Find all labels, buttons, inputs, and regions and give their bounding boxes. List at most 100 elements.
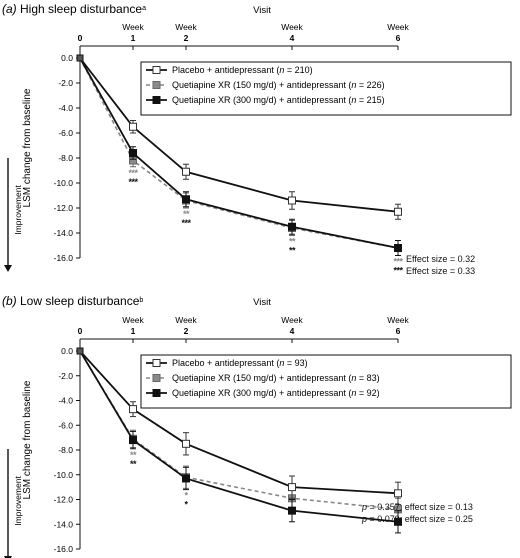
significance-stars-300mg: *** [181,218,191,228]
significance-stars-150mg: ** [183,209,190,219]
data-point [394,489,402,498]
legend-box [140,354,512,409]
data-point [288,506,296,515]
data-point [182,167,190,176]
legend-entry: Quetiapine XR (150 mg/d) + antidepressan… [172,80,385,90]
effect-size-text: Effect size = 0.32 [406,254,475,264]
y-tick-label: -8.0 [58,153,73,163]
legend-entry: Quetiapine XR (300 mg/d) + antidepressan… [172,95,385,105]
data-point [394,517,402,526]
y-axis-label: LSM change from baseline [22,380,33,499]
top-tick-number-label: 2 [184,33,189,43]
effect-size-label: p = 0.357; effect size = 0.13 [361,502,473,512]
improvement-label: Improvement [13,476,23,526]
data-point [394,244,402,252]
legend-entry-n-symbol: n [279,65,284,75]
effect-size-text: p [361,514,367,524]
top-tick-week-label: Week [122,22,144,32]
top-tick-week-label: Week [281,315,303,325]
legend-entry-n-symbol: n [351,95,356,105]
legend-entry-n-symbol: n [351,80,356,90]
top-tick-week-label: Week [387,22,409,32]
y-axis-label: LSM change from baseline [22,88,33,207]
legend-entry-n-value: = 226) [356,80,384,90]
effect-size-text: = 0.357; effect size = 0.13 [367,502,473,512]
legend-entry: Placebo + antidepressant (n = 93) [172,358,308,368]
legend-entry-name: Placebo + antidepressant ( [172,65,279,75]
legend-swatch-marker [152,96,161,104]
legend-entry-n-value: = 83) [356,373,379,383]
y-tick-label: -4.0 [58,103,73,113]
legend-entry-n-value: = 92) [356,388,379,398]
data-point [129,436,137,445]
data-point [182,439,190,448]
y-tick-label: -2.0 [58,371,73,381]
legend-entry-name: Quetiapine XR (150 mg/d) + antidepressan… [172,80,351,90]
legend-box [140,61,512,116]
legend: Placebo + antidepressant (n = 93) Quetiap… [140,354,512,409]
panel-label: (b) [2,294,20,308]
legend-entry-n-value: = 215) [356,95,384,105]
data-point [394,207,402,216]
y-tick-label: -12.0 [54,203,74,213]
origin-point [76,347,84,355]
improvement-label: Improvement [13,185,23,235]
visit-axis-label: Visit [253,297,271,308]
panel-title: (b) Low sleep disturbanceb [2,294,143,308]
legend-swatch-marker [152,66,161,74]
data-point [182,195,190,204]
y-tick-label: -14.0 [54,228,74,238]
visit-axis-label: Visit [253,5,271,16]
legend-entry-n-value: = 93) [284,358,307,368]
significance-stars-300mg: ** [130,459,137,469]
legend-entry-n-symbol: n [351,388,356,398]
panel-title-superscript: a [142,5,146,12]
significance-stars-300mg: * [184,500,188,510]
top-tick-week-label: Week [175,22,197,32]
legend-entry-n-symbol: n [351,373,356,383]
series-solid-open [79,57,402,220]
effect-size-label: Effect size = 0.33 [406,266,475,276]
significance-stars-300mg: ** [289,246,296,256]
series-solid-filled [79,350,402,534]
top-tick-number-label: 4 [290,33,295,43]
data-point [129,405,137,414]
top-tick-week-label: Week [122,315,144,325]
series-solid-open [79,350,402,505]
data-point [288,222,296,231]
y-tick-label: -16.0 [54,544,74,554]
effect-size-label: p = 0.079; effect size = 0.25 [361,514,473,524]
top-tick-number-label: 2 [184,326,189,336]
y-tick-label: -12.0 [54,495,74,505]
top-tick-number-label: 6 [396,326,401,336]
effect-size-label: Effect size = 0.32 [406,254,475,264]
top-tick-number-label: 6 [396,33,401,43]
improvement-arrow-head [4,265,12,272]
legend-swatch-marker [152,81,161,89]
chart-panel-a: (a) High sleep disturbancea Visit0Week1We… [2,2,512,276]
significance-stars-150mg: *** [393,257,403,267]
panel-label: (a) [2,2,20,16]
y-tick-label: -10.0 [54,178,74,188]
significance-stars-300mg: *** [128,177,138,187]
top-tick-week-label: Week [281,22,303,32]
y-tick-label: -16.0 [54,253,74,263]
y-tick-label: -8.0 [58,445,73,455]
chart-panel-b: (b) Low sleep disturbanceb Visit0Week1Wee… [2,294,512,558]
legend-entry: Quetiapine XR (300 mg/d) + antidepressan… [172,388,380,398]
data-point [182,474,190,483]
effect-size-text: p [361,502,367,512]
panel-title-text: Low sleep disturbance [20,294,140,308]
y-tick-label: -2.0 [58,78,73,88]
legend-entry-name: Quetiapine XR (300 mg/d) + antidepressan… [172,388,351,398]
y-tick-label: -4.0 [58,396,73,406]
significance-stars-150mg: ** [289,237,296,247]
legend-entry-n-symbol: n [279,358,284,368]
top-tick-number-label: 4 [290,326,295,336]
y-tick-label: -6.0 [58,420,73,430]
panel-title: (a) High sleep disturbancea [2,2,146,16]
top-tick-number-label: 1 [131,326,136,336]
y-tick-label: 0.0 [61,53,73,63]
legend-entry-n-value: = 210) [284,65,312,75]
